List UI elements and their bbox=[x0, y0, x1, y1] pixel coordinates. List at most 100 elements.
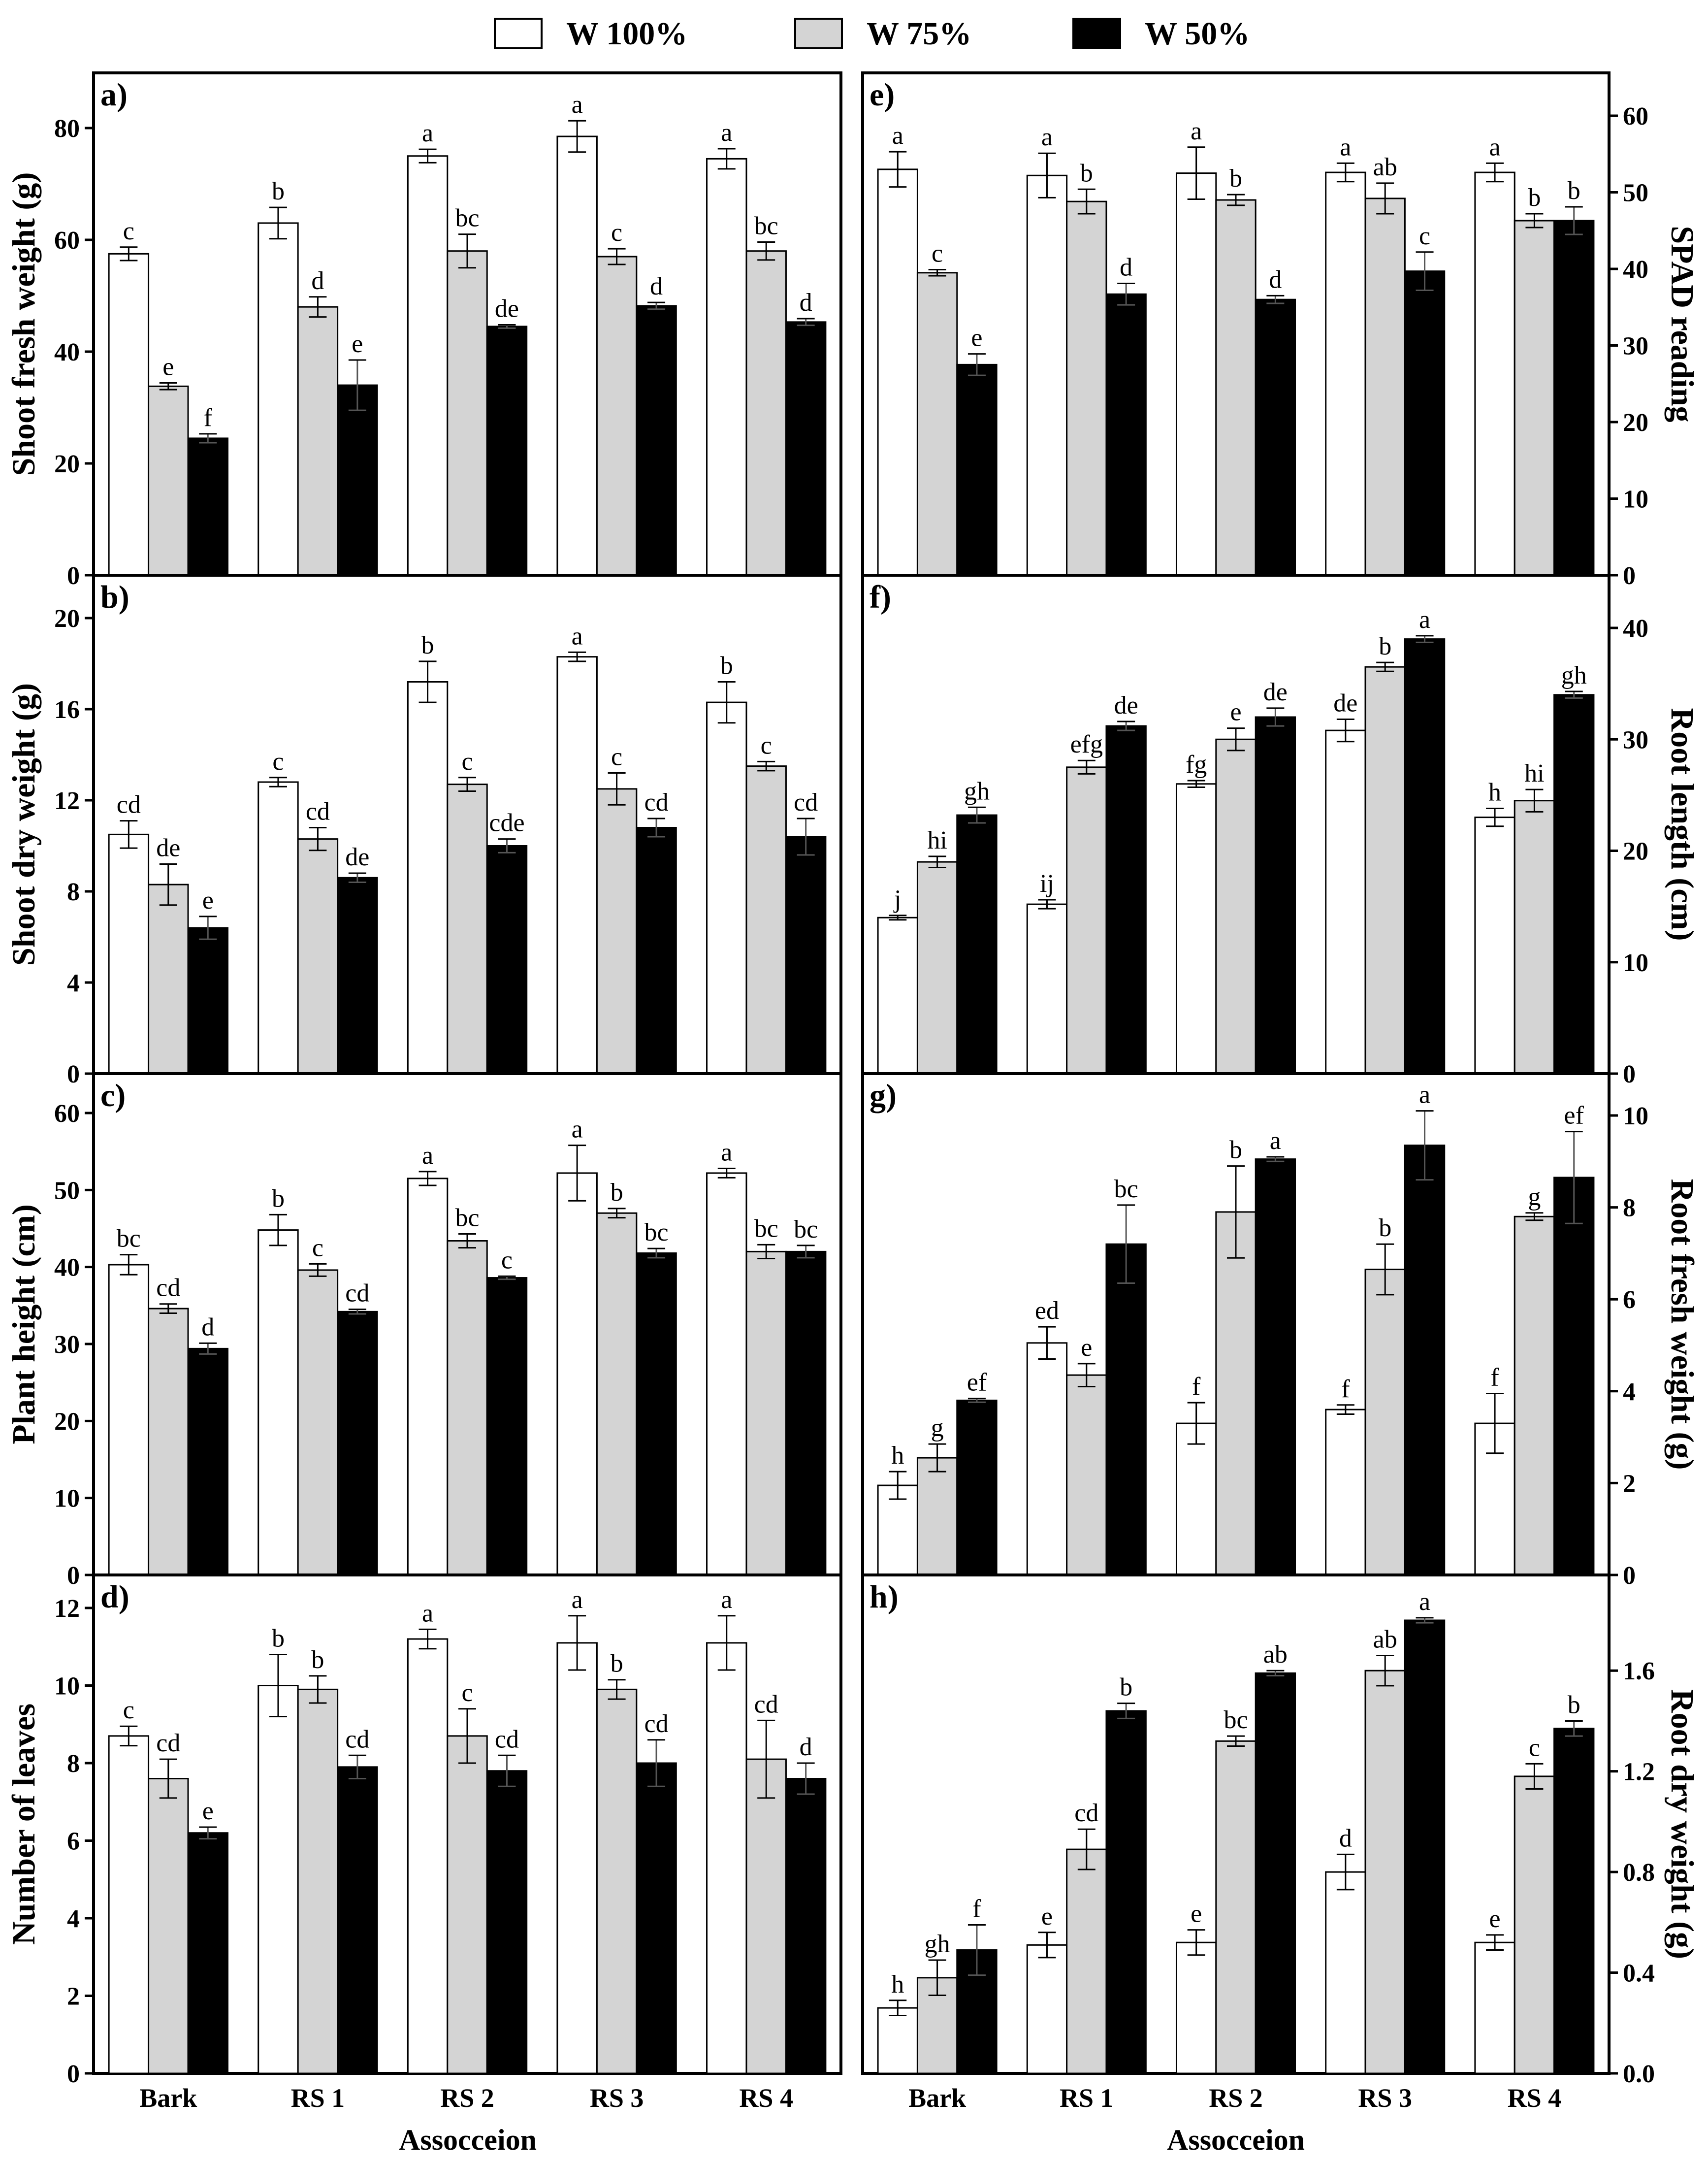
bar bbox=[956, 1399, 998, 1576]
significance-label: cd bbox=[1074, 1799, 1098, 1827]
y-tick-label: 0 bbox=[67, 562, 80, 590]
significance-label: e bbox=[352, 330, 363, 358]
bar bbox=[407, 1638, 449, 2074]
significance-label: cd bbox=[156, 1729, 180, 1757]
significance-label: b bbox=[1528, 184, 1541, 212]
y-axis-label: SPAD reading bbox=[1664, 226, 1700, 422]
significance-label: ij bbox=[1040, 870, 1054, 898]
bar bbox=[1026, 903, 1068, 1075]
significance-label: a bbox=[422, 1142, 433, 1170]
significance-label: d bbox=[1269, 265, 1282, 294]
bar bbox=[1215, 1740, 1257, 2074]
bar bbox=[1026, 1342, 1068, 1576]
significance-label: cd bbox=[645, 1710, 669, 1738]
y-axis-label: Root fresh weight (g) bbox=[1664, 1179, 1700, 1470]
y-tick-label: 80 bbox=[54, 115, 80, 143]
bar bbox=[337, 877, 378, 1075]
significance-label: ef bbox=[967, 1369, 987, 1397]
significance-label: cd bbox=[794, 788, 818, 817]
significance-label: c bbox=[1419, 222, 1430, 250]
significance-label: d bbox=[650, 272, 663, 300]
bar bbox=[916, 861, 958, 1075]
significance-label: h bbox=[891, 1442, 904, 1470]
y-tick-label: 20 bbox=[54, 450, 80, 478]
bar bbox=[1553, 1177, 1595, 1576]
bar bbox=[1215, 1211, 1257, 1576]
y-axis-label: Shoot dry weight (g) bbox=[6, 683, 42, 966]
y-tick-label: 20 bbox=[1623, 409, 1648, 437]
y-axis-label: Root length (cm) bbox=[1664, 708, 1700, 941]
y-tick-label: 50 bbox=[1623, 179, 1648, 207]
significance-label: g bbox=[1528, 1183, 1541, 1211]
y-tick-label: 60 bbox=[1623, 102, 1648, 131]
legend-swatch-w75 bbox=[794, 18, 843, 49]
y-tick-label: 0.0 bbox=[1623, 2060, 1655, 2088]
bar bbox=[108, 1264, 150, 1576]
panel-label: c) bbox=[100, 1078, 126, 1114]
significance-label: b bbox=[1379, 632, 1391, 660]
significance-label: a bbox=[1041, 123, 1053, 151]
x-tick-label: RS 2 bbox=[440, 2083, 494, 2113]
significance-label: b bbox=[1568, 177, 1580, 205]
significance-label: j bbox=[893, 885, 901, 914]
bar bbox=[148, 385, 189, 576]
bar bbox=[1474, 817, 1515, 1075]
y-tick-label: 40 bbox=[54, 1254, 80, 1282]
bar bbox=[1175, 1422, 1217, 1576]
y-tick-label: 30 bbox=[54, 1331, 80, 1359]
y-tick-label: 0 bbox=[67, 1060, 80, 1088]
significance-label: d bbox=[800, 289, 812, 317]
bar bbox=[1255, 1158, 1296, 1576]
bar bbox=[1066, 200, 1107, 576]
bar bbox=[1364, 1269, 1406, 1576]
y-tick-label: 30 bbox=[1623, 726, 1648, 754]
y-tick-label: 8 bbox=[1623, 1194, 1636, 1222]
significance-label: b bbox=[272, 1625, 285, 1653]
significance-label: b bbox=[311, 1646, 324, 1674]
bar bbox=[297, 306, 339, 576]
significance-label: gh bbox=[925, 1930, 950, 1958]
bar bbox=[1514, 800, 1555, 1075]
x-axis-label-left: Assocceion bbox=[399, 2124, 537, 2156]
significance-label: b bbox=[1120, 1673, 1132, 1702]
bar bbox=[1026, 174, 1068, 576]
y-tick-label: 4 bbox=[67, 1905, 80, 1933]
significance-label: a bbox=[572, 91, 583, 119]
significance-label: de bbox=[495, 295, 519, 323]
bar bbox=[1325, 1409, 1366, 1576]
bar bbox=[1255, 298, 1296, 576]
significance-label: b bbox=[272, 1184, 285, 1213]
y-tick-label: 4 bbox=[1623, 1378, 1636, 1406]
significance-label: b bbox=[272, 177, 285, 205]
y-tick-label: 1.6 bbox=[1623, 1657, 1655, 1685]
panel-label: e) bbox=[870, 77, 895, 113]
significance-label: a bbox=[572, 1115, 583, 1144]
significance-label: b bbox=[421, 631, 434, 659]
y-tick-label: 20 bbox=[54, 605, 80, 633]
significance-label: gh bbox=[964, 777, 990, 805]
bar bbox=[1105, 1243, 1147, 1576]
significance-label: c bbox=[611, 743, 622, 771]
bar bbox=[1404, 1619, 1446, 2074]
bar bbox=[1175, 1941, 1217, 2074]
bar bbox=[636, 305, 677, 576]
significance-label: c bbox=[761, 731, 772, 759]
bar bbox=[447, 784, 488, 1075]
significance-label: cd bbox=[495, 1725, 519, 1753]
x-tick-label: RS 3 bbox=[590, 2083, 644, 2113]
significance-label: bc bbox=[754, 1214, 778, 1243]
bar bbox=[556, 656, 598, 1075]
significance-label: cd bbox=[117, 791, 141, 819]
significance-label: cd bbox=[156, 1274, 180, 1302]
bar bbox=[108, 253, 150, 576]
legend: W 100% W 75% W 50% bbox=[494, 16, 1250, 52]
significance-label: e bbox=[202, 886, 214, 915]
significance-label: cd bbox=[754, 1690, 778, 1718]
bar bbox=[486, 845, 528, 1075]
bar bbox=[337, 384, 378, 576]
significance-label: fg bbox=[1186, 751, 1207, 779]
y-tick-label: 12 bbox=[54, 1595, 80, 1623]
